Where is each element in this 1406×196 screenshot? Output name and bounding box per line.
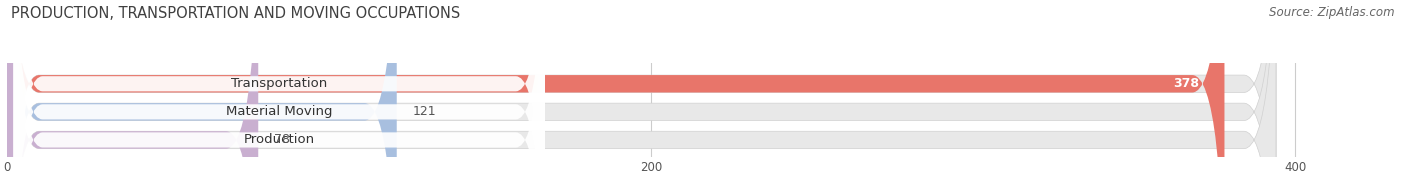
Text: PRODUCTION, TRANSPORTATION AND MOVING OCCUPATIONS: PRODUCTION, TRANSPORTATION AND MOVING OC… <box>11 6 461 21</box>
Text: Production: Production <box>243 133 315 146</box>
Text: 121: 121 <box>413 105 436 118</box>
Text: Material Moving: Material Moving <box>226 105 332 118</box>
FancyBboxPatch shape <box>7 0 396 196</box>
Text: Source: ZipAtlas.com: Source: ZipAtlas.com <box>1270 6 1395 19</box>
FancyBboxPatch shape <box>7 0 1225 196</box>
FancyBboxPatch shape <box>7 0 259 196</box>
Text: Transportation: Transportation <box>231 77 328 90</box>
FancyBboxPatch shape <box>7 0 1277 196</box>
FancyBboxPatch shape <box>14 0 546 196</box>
Text: 378: 378 <box>1173 77 1199 90</box>
FancyBboxPatch shape <box>7 0 1277 196</box>
FancyBboxPatch shape <box>14 0 546 196</box>
FancyBboxPatch shape <box>14 0 546 196</box>
Text: 78: 78 <box>274 133 291 146</box>
FancyBboxPatch shape <box>7 0 1277 196</box>
